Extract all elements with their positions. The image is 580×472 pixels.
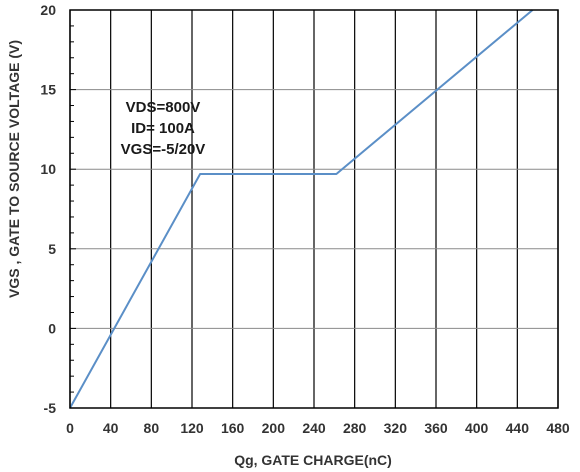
series-layer <box>69 9 534 409</box>
x-tick-labels: 0 40 80 120 160 200 240 280 320 360 400 440 480 <box>66 420 570 436</box>
x-tick-label: 440 <box>506 420 530 436</box>
vertical-gridlines <box>69 10 559 408</box>
y-tick-label: 15 <box>40 82 56 98</box>
x-tick-label: 360 <box>424 420 448 436</box>
x-tick-label: 40 <box>103 420 119 436</box>
y-tick-labels: -5 0 5 10 15 20 <box>40 2 56 416</box>
y-minor-ticks <box>70 9 76 409</box>
y-tick-label: -5 <box>44 400 57 416</box>
x-tick-label: 280 <box>343 420 367 436</box>
annotation-id: ID= 100A <box>131 120 195 137</box>
x-tick-label: 80 <box>144 420 160 436</box>
annotation-vgs: VGS=-5/20V <box>121 141 206 158</box>
x-tick-label: 120 <box>180 420 204 436</box>
plot-frame <box>69 9 559 409</box>
annotation-vds: VDS=800V <box>126 99 201 116</box>
x-tick-label: 0 <box>66 420 74 436</box>
y-axis-label: VGS , GATE TO SOURCE VOLTAGE (V) <box>6 40 22 298</box>
x-tick-label: 200 <box>262 420 286 436</box>
x-tick-label: 320 <box>384 420 408 436</box>
x-axis-label: Qg, GATE CHARGE(nC) <box>234 452 392 468</box>
series-line-vgs-vs-qg <box>69 9 534 409</box>
x-tick-label: 400 <box>465 420 489 436</box>
y-tick-label: 0 <box>48 320 56 336</box>
y-tick-label: 10 <box>40 161 56 177</box>
x-tick-label: 160 <box>221 420 245 436</box>
x-tick-label: 480 <box>546 420 570 436</box>
y-tick-label: 20 <box>40 2 56 18</box>
x-tick-label: 240 <box>302 420 326 436</box>
y-tick-label: 5 <box>48 241 56 257</box>
